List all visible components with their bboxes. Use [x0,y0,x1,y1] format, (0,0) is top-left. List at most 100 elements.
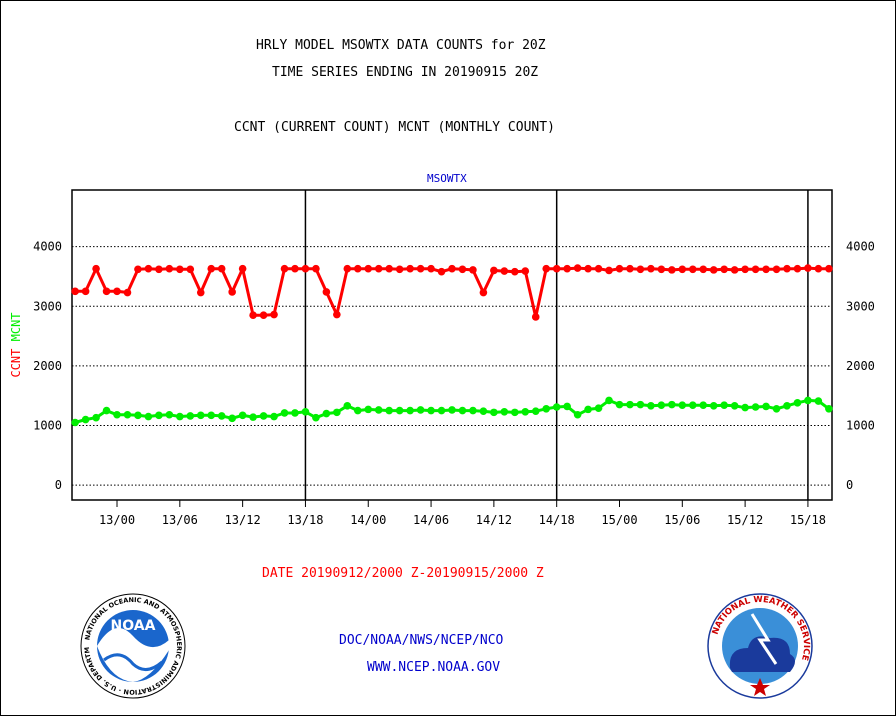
y-tick-label-left: 2000 [33,359,62,373]
ccnt-point [165,264,174,273]
mcnt-point [364,405,373,414]
ccnt-point [217,264,226,273]
mcnt-point [333,408,341,417]
ccnt-point [437,267,446,276]
y-tick-label-right: 1000 [846,418,875,432]
ccnt-point [511,267,519,276]
mcnt-point [437,406,446,415]
ccnt-point [176,265,184,274]
ccnt-point [678,265,687,274]
ccnt-point [395,265,404,274]
mcnt-point [626,400,634,409]
mcnt-point [280,409,289,417]
mcnt-point [207,411,216,420]
mcnt-point [500,407,509,416]
ccnt-point [573,264,582,272]
mcnt-point [751,403,760,411]
plot-area [71,189,833,501]
mcnt-point [228,414,236,423]
mcnt-point [186,412,195,420]
mcnt-point [458,406,467,415]
ccnt-point [102,287,111,296]
mcnt-point [395,406,404,415]
ccnt-point [343,264,352,273]
mcnt-point [511,408,519,417]
mcnt-point [92,413,100,422]
mcnt-point [291,409,299,417]
ccnt-point [657,265,666,274]
ccnt-point [594,264,603,273]
ccnt-point [249,311,257,319]
ccnt-point [238,264,247,273]
ccnt-point [741,265,749,274]
mcnt-point [678,401,687,410]
noaa-ring-text: NATIONAL OCEANIC AND ATMOSPHERIC ADMINIS… [0,0,183,696]
mcnt-point [699,401,708,410]
ccnt-point [280,264,289,273]
x-tick-label: 15/18 [790,513,826,527]
ccnt-point [479,288,488,297]
ccnt-point [584,264,592,273]
org-line: DOC/NOAA/NWS/NCEP/NCO [339,633,504,648]
ccnt-point [709,266,718,274]
x-tick-label: 14/06 [413,513,449,527]
ccnt-point [374,264,383,273]
mcnt-point [165,410,174,419]
ccnt-point [720,265,728,274]
ccnt-point [668,266,676,274]
ccnt-point [772,265,781,274]
ccnt-point [751,265,760,274]
mcnt-point [416,406,425,414]
mcnt-point [573,410,582,419]
website-link[interactable]: WWW.NCEP.NOAA.GOV [367,660,501,675]
ccnt-point [301,264,310,273]
mcnt-point [615,400,624,409]
ccnt-point [113,287,121,296]
ccnt-point [207,264,216,273]
ccnt-point [563,264,571,273]
mcnt-point [469,406,477,415]
mcnt-point [605,396,613,405]
ccnt-point [783,264,791,273]
mcnt-point [688,401,697,410]
ccnt-point [500,267,509,275]
ccnt-point [134,265,142,274]
mcnt-point [762,402,770,411]
mcnt-point [521,407,530,416]
mcnt-point [322,409,331,418]
ccnt-point [416,264,425,273]
y-tick-label-left: 4000 [33,240,62,254]
mcnt-point [427,406,435,415]
mcnt-point [374,406,383,414]
x-tick-label: 13/18 [287,513,323,527]
x-tick-label: 15/12 [727,513,763,527]
ccnt-point [825,264,833,273]
mcnt-point [531,407,540,415]
mcnt-point [176,412,184,421]
ccnt-point [521,267,530,275]
mcnt-point [479,407,488,415]
mcnt-point [81,415,90,424]
mcnt-point [71,418,79,427]
x-tick-label: 14/00 [350,513,386,527]
ccnt-point [71,287,79,296]
ccnt-point [542,264,551,273]
series-legend-line: CCNT (CURRENT COUNT) MCNT (MONTHLY COUNT… [234,120,555,135]
gridlines [72,246,832,486]
mcnt-point [113,410,121,419]
ccnt-point [406,264,414,273]
ccnt-point [312,264,320,273]
ccnt-point [144,264,153,273]
mcnt-point [123,410,132,419]
mcnt-point [814,397,823,405]
ccnt-point [186,265,195,274]
mcnt-point [196,411,205,420]
ccnt-point [322,288,331,296]
ccnt-point [427,264,435,273]
mcnt-point [249,413,257,421]
ccnt-point [270,310,278,319]
ccnt-point [228,288,236,296]
mcnt-point [709,402,718,410]
mcnt-point [301,407,310,416]
mcnt-point [584,405,592,414]
